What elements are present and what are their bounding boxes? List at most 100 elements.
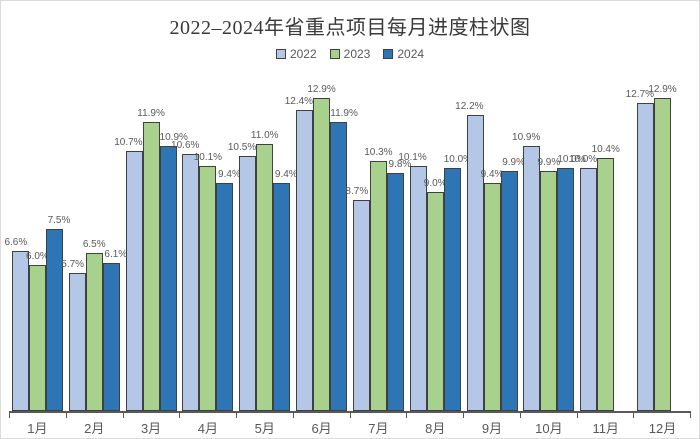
chart-title: 2022–2024年省重点项目每月进度柱状图 bbox=[169, 17, 531, 39]
bar-2022-11月 bbox=[580, 168, 598, 411]
bar-slot-2024: 6.1% bbox=[102, 71, 127, 411]
bar-value-label: 10.0% bbox=[443, 154, 473, 165]
bar-slot-2022: 12.7% bbox=[626, 71, 654, 411]
bar-group-9月: 12.2% 9.4% 9.9% bbox=[455, 71, 525, 411]
bar-group-4月: 10.6% 10.1% 9.4% bbox=[171, 71, 241, 411]
bar-2022-2月 bbox=[68, 273, 86, 411]
bar-value-label: 10.1% bbox=[398, 152, 427, 163]
bar-value-label: 12.2% bbox=[455, 101, 484, 112]
bar-slot-2022: 10.9% bbox=[512, 71, 541, 411]
bar-slot-2024: 9.4% bbox=[216, 71, 241, 411]
bar-value-label: 10.0% bbox=[568, 154, 598, 165]
bar-value-label: 12.9% bbox=[648, 84, 677, 95]
legend-item-2022: 2022 bbox=[275, 47, 317, 61]
legend-label-2023: 2023 bbox=[343, 47, 371, 61]
axis-tick bbox=[576, 413, 634, 418]
bar-2022-9月 bbox=[466, 115, 484, 411]
bar-slot-2022: 5.7% bbox=[61, 71, 86, 411]
x-axis-label-10月: 10月 bbox=[535, 421, 563, 436]
bar-slot-2023: 11.9% bbox=[137, 71, 165, 411]
bar-slot-2022: 12.2% bbox=[455, 71, 484, 411]
bar-slot-2023: 6.0% bbox=[26, 71, 49, 411]
bar-2022-10月 bbox=[523, 146, 541, 411]
bar-slot-2024: 9.8% bbox=[386, 71, 411, 411]
bar-2023-1月 bbox=[28, 265, 46, 411]
bar-value-label: 9.0% bbox=[423, 178, 447, 189]
bar-value-label: 9.9% bbox=[502, 157, 525, 168]
x-axis-label-12月: 12月 bbox=[648, 421, 677, 436]
bar-slot-2022: 6.6% bbox=[4, 71, 29, 411]
bar-2022-7月 bbox=[352, 200, 370, 411]
bar-2023-9月 bbox=[483, 183, 501, 411]
bar-value-label: 6.1% bbox=[104, 249, 128, 260]
legend: 2022 2023 2024 bbox=[1, 47, 699, 61]
bar-slot-2023: 12.9% bbox=[648, 71, 677, 411]
legend-swatch-2024 bbox=[383, 49, 394, 59]
bar-slot-2023: 10.3% bbox=[364, 71, 393, 411]
bar-value-label: 10.0% bbox=[557, 154, 586, 165]
x-axis-label-2月: 2月 bbox=[84, 421, 105, 436]
plot-area: 6.6% 6.0% 7.5% 5.7% 6.5% 6.1% 10.7% 11.9% 10.9% 1… bbox=[4, 71, 691, 413]
bar-group-1月: 6.6% 6.0% 7.5% bbox=[4, 71, 70, 411]
bar-group-11月: 10.0% 10.4% bbox=[569, 71, 634, 411]
bar-value-label: 7.5% bbox=[47, 215, 71, 226]
x-axis-label-7月: 7月 bbox=[368, 421, 389, 436]
bar-group-7月: 8.7% 10.3% 9.8% bbox=[345, 71, 411, 411]
bar-slot-2024: 11.9% bbox=[330, 71, 358, 411]
x-axis-label-4月: 4月 bbox=[197, 421, 219, 436]
bar-group-12月: 12.7% 12.9% bbox=[626, 71, 691, 411]
x-axis-label-5月: 5月 bbox=[254, 421, 275, 436]
bar-slot-2024: 9.4% bbox=[273, 71, 298, 411]
legend-item-2024: 2024 bbox=[383, 47, 424, 61]
bar-slot-2024 bbox=[614, 71, 631, 411]
bar-slot-2023: 9.4% bbox=[480, 71, 504, 411]
bar-slot-2024: 10.9% bbox=[160, 71, 188, 411]
legend-swatch-2023 bbox=[329, 49, 340, 59]
bar-value-label: 10.3% bbox=[364, 147, 393, 158]
bar-slot-2023: 6.5% bbox=[82, 71, 106, 411]
bar-slot-2024: 9.9% bbox=[500, 71, 525, 411]
bar-value-label: 10.6% bbox=[171, 140, 200, 151]
axis-tick bbox=[236, 413, 293, 418]
bar-2023-6月 bbox=[313, 98, 331, 411]
bar-2023-4月 bbox=[199, 166, 217, 411]
bar-2022-5月 bbox=[239, 156, 257, 411]
bar-value-label: 10.5% bbox=[227, 142, 257, 153]
bar-slot-2023: 10.4% bbox=[592, 71, 620, 411]
axis-tick bbox=[65, 413, 123, 418]
bar-value-label: 12.4% bbox=[284, 96, 314, 107]
bar-group-8月: 10.1% 9.0% 10.0% bbox=[398, 71, 472, 411]
bar-value-label: 6.5% bbox=[82, 239, 106, 250]
axis-tick bbox=[519, 413, 577, 418]
bar-slot-2024: 10.0% bbox=[557, 71, 586, 411]
bar-value-label: 11.0% bbox=[250, 130, 279, 141]
bar-slot-2022: 10.0% bbox=[569, 71, 598, 411]
bar-value-label: 9.4% bbox=[274, 169, 298, 180]
axis-tick bbox=[349, 413, 407, 418]
bar-2023-12月 bbox=[654, 98, 672, 411]
bar-value-label: 9.8% bbox=[388, 159, 412, 170]
bar-2022-1月 bbox=[11, 251, 29, 411]
bar-2024-4月 bbox=[216, 183, 234, 411]
legend-item-2023: 2023 bbox=[329, 47, 371, 61]
bar-value-label: 12.9% bbox=[307, 84, 336, 95]
bar-slot-2023: 11.0% bbox=[251, 71, 279, 411]
bar-slot-2022: 12.4% bbox=[285, 71, 313, 411]
bar-group-6月: 12.4% 12.9% 11.9% bbox=[285, 71, 358, 411]
bar-value-label: 10.1% bbox=[193, 152, 223, 163]
bar-value-label: 5.7% bbox=[61, 259, 85, 270]
bar-2024-1月 bbox=[45, 229, 63, 411]
bar-2023-10月 bbox=[540, 171, 558, 411]
bar-2024-7月 bbox=[386, 173, 404, 411]
bar-2023-2月 bbox=[85, 253, 103, 411]
bar-value-label: 10.9% bbox=[159, 132, 188, 143]
bar-2024-2月 bbox=[102, 263, 120, 411]
x-axis-label-11月: 11月 bbox=[592, 421, 619, 436]
legend-label-2024: 2024 bbox=[397, 47, 425, 61]
bar-2023-11月 bbox=[597, 158, 615, 411]
bar-value-label: 9.4% bbox=[480, 169, 504, 180]
bar-value-label: 9.4% bbox=[218, 169, 241, 180]
bar-slot-2023: 10.1% bbox=[194, 71, 222, 411]
x-axis-labels: 1月 2月 3月 4月 5月 6月 7月 8月 9月 10月 11月 12月 bbox=[9, 418, 691, 436]
bar-slot-2022: 10.5% bbox=[228, 71, 257, 411]
